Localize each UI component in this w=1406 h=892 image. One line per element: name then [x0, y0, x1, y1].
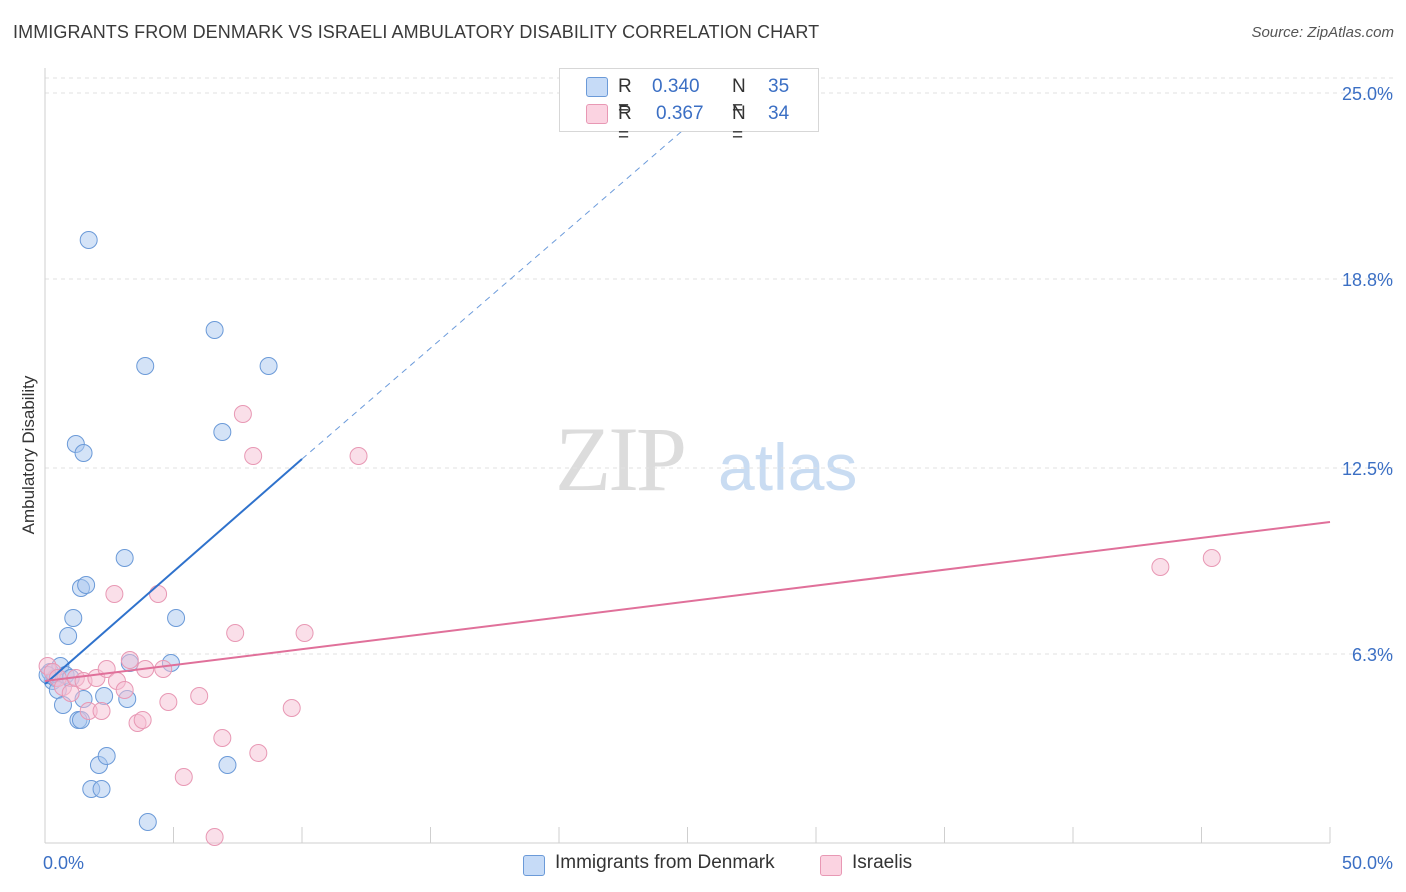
y-tick-label: 18.8% — [1342, 270, 1393, 290]
data-point-israelis — [213, 729, 232, 747]
legend-r-label: R = — [618, 103, 632, 146]
data-point-denmark — [167, 609, 186, 627]
data-point-israelis — [190, 687, 209, 705]
data-point-denmark — [77, 576, 96, 594]
data-point-israelis — [226, 624, 245, 642]
bottom-legend-label: Israelis — [852, 852, 913, 873]
data-point-denmark — [205, 321, 224, 339]
data-point-israelis — [149, 585, 168, 603]
data-point-denmark — [64, 609, 83, 627]
data-point-denmark — [95, 687, 114, 705]
data-point-israelis — [1151, 558, 1170, 576]
data-point-denmark — [138, 813, 157, 831]
legend-r-value: 0.367 — [656, 103, 704, 124]
data-point-israelis — [295, 624, 314, 642]
data-point-israelis — [159, 693, 178, 711]
data-point-denmark — [59, 627, 78, 645]
data-point-denmark — [213, 423, 232, 441]
legend-swatch-blue — [586, 77, 608, 97]
data-point-israelis — [249, 744, 268, 762]
data-point-israelis — [133, 711, 152, 729]
legend-r-label: R = — [618, 76, 632, 119]
y-axis-label: Ambulatory Disability — [19, 375, 38, 534]
data-point-israelis — [1202, 549, 1221, 567]
watermark-zip: ZIP — [555, 408, 684, 510]
data-point-denmark — [218, 756, 237, 774]
data-point-israelis — [92, 702, 111, 720]
y-tick-label: 25.0% — [1342, 84, 1393, 104]
data-point-israelis — [244, 447, 263, 465]
data-point-israelis — [205, 828, 224, 846]
data-point-denmark — [136, 357, 155, 375]
data-point-israelis — [349, 447, 368, 465]
data-point-israelis — [105, 585, 124, 603]
watermark-atlas: atlas — [718, 430, 857, 504]
x-tick-label: 0.0% — [43, 853, 84, 873]
data-point-denmark — [74, 444, 93, 462]
stats-legend: R = 0.340 N = 35 R = 0.367 N = 34 — [559, 68, 819, 146]
data-point-denmark — [115, 549, 134, 567]
bottom-legend-label: Immigrants from Denmark — [555, 852, 775, 873]
y-tick-label: 6.3% — [1352, 645, 1393, 665]
data-point-denmark — [92, 780, 111, 798]
y-tick-label: 12.5% — [1342, 459, 1393, 479]
data-point-israelis — [154, 660, 173, 678]
data-point-israelis — [233, 405, 252, 423]
data-point-israelis — [61, 684, 80, 702]
data-point-israelis — [282, 699, 301, 717]
legend-swatch-pink — [586, 104, 608, 124]
legend-n-label: N = — [732, 103, 746, 146]
data-point-israelis — [174, 768, 193, 786]
legend-n-value: 34 — [768, 103, 790, 124]
legend-r-value: 0.340 — [652, 76, 700, 97]
data-point-israelis — [115, 681, 134, 699]
bottom-legend-swatch-blue — [523, 855, 545, 876]
data-point-israelis — [120, 651, 139, 669]
data-point-denmark — [259, 357, 278, 375]
legend-n-label: N = — [732, 76, 746, 119]
trend-line-denmark — [44, 458, 303, 685]
x-tick-label: 50.0% — [1342, 853, 1393, 873]
data-point-denmark — [79, 231, 98, 249]
legend-n-value: 35 — [768, 76, 790, 97]
chart-title: IMMIGRANTS FROM DENMARK VS ISRAELI AMBUL… — [13, 22, 820, 42]
trend-line-israelis — [44, 521, 1331, 682]
data-point-denmark — [97, 747, 116, 765]
source-label: Source: ZipAtlas.com — [1251, 24, 1394, 41]
bottom-legend-swatch-pink — [820, 855, 842, 876]
trend-line-denmark-extension — [301, 92, 727, 460]
